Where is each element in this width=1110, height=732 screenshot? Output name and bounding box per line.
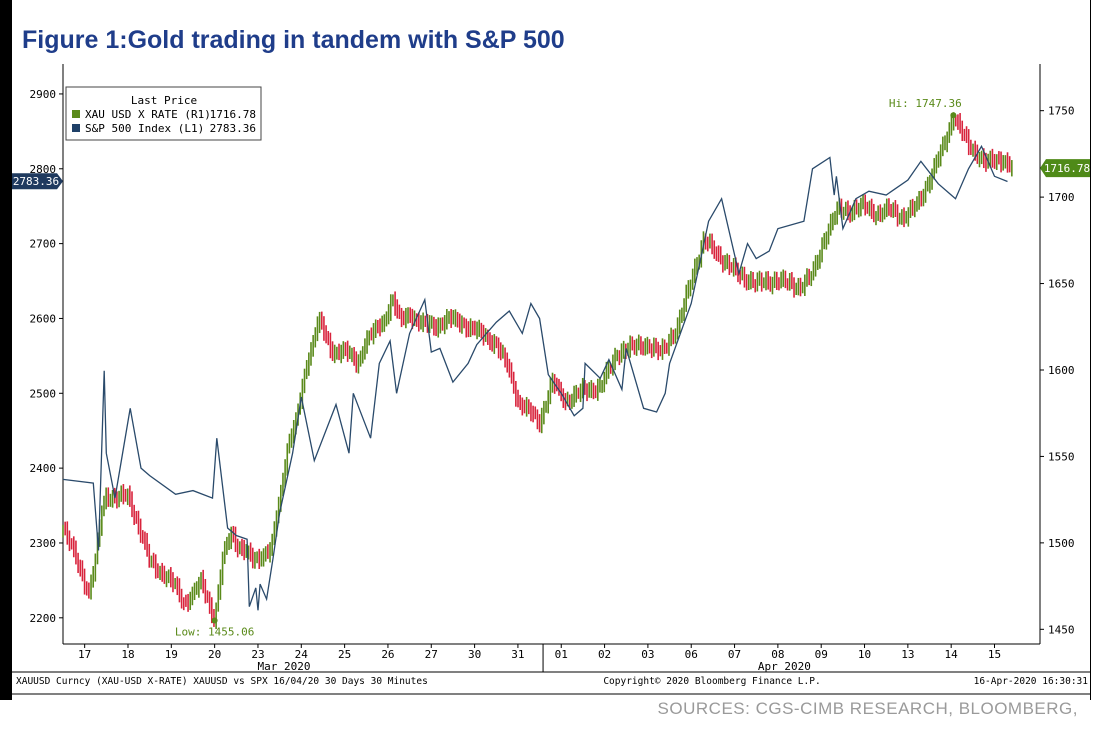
x-tick-label: 07 [728,648,741,661]
right-frame-line [1090,0,1091,700]
x-tick-label: 03 [641,648,654,661]
left-tick-label: 2500 [30,387,57,400]
legend-label-spx: S&P 500 Index (L1) [85,122,204,135]
x-tick-label: 09 [815,648,828,661]
x-tick-label: 01 [555,648,568,661]
x-tick-label: 25 [338,648,351,661]
hi-label: Hi: 1747.36 [889,97,962,110]
x-tick-label: 14 [945,648,959,661]
right-axis: 1450 1500 1550 1600 1650 1700 1750 [1040,105,1075,636]
left-tick-label: 2900 [30,88,57,101]
last-value-tag-spx: 2783.36 [12,173,63,190]
plot-area [63,64,1040,644]
left-tick-label: 2700 [30,238,57,251]
left-frame-bar [0,0,12,700]
last-value-spx: 2783.36 [13,175,59,188]
sources-note: SOURCES: CGS-CIMB RESEARCH, BLOOMBERG, [657,699,1078,718]
footer-timestamp: 16-Apr-2020 16:30:31 [974,676,1089,687]
right-tick-label: 1650 [1048,278,1075,291]
figure-title: Figure 1:Gold trading in tandem with S&P… [22,26,565,54]
legend-label-gold: XAU USD X RATE (R1) [85,108,211,121]
x-tick-label: 17 [78,648,91,661]
left-axis: 2200 2300 2400 2500 2600 2700 2800 2900 [30,88,63,625]
legend-title: Last Price [131,94,197,107]
legend-value-gold: 1716.78 [210,108,256,121]
footer-left-text: XAUUSD Curncy (XAU-USD X-RATE) XAUUSD vs… [16,676,428,687]
x-tick-label: 23 [251,648,264,661]
x-tick-label: 26 [381,648,394,661]
left-tick-label: 2800 [30,163,57,176]
x-tick-label: 27 [425,648,438,661]
x-tick-label: 08 [771,648,784,661]
month-label: Apr 2020 [758,660,811,673]
legend-value-spx: 2783.36 [210,122,256,135]
x-tick-label: 18 [121,648,134,661]
x-tick-label: 15 [988,648,1001,661]
last-value-tag-gold: 1716.78 [1040,159,1090,178]
hi-marker [950,112,957,119]
low-marker [211,617,218,624]
left-tick-label: 2600 [30,312,57,325]
legend-swatch-gold [72,110,80,118]
left-tick-label: 2400 [30,462,57,475]
x-tick-label: 20 [208,648,221,661]
left-tick-label: 2300 [30,537,57,550]
x-tick-label: 24 [295,648,309,661]
legend-swatch-spx [72,124,80,132]
left-tick-label: 2200 [30,612,57,625]
right-tick-label: 1750 [1048,105,1075,118]
right-tick-label: 1450 [1048,623,1075,636]
x-tick-label: 10 [858,648,871,661]
last-value-gold: 1716.78 [1044,162,1090,175]
spx-line [62,144,1008,611]
legend-box [65,86,262,141]
x-axis: 17 18 19 20 23 24 25 26 27 30 31 01 02 03 06 07 08 09 10 13… [78,644,1001,673]
x-tick-label: 31 [511,648,524,661]
annotation-layer: Hi: 1747.36 Low: 1455.06 [175,97,962,638]
right-tick-label: 1700 [1048,191,1075,204]
x-tick-label: 06 [685,648,698,661]
month-label: Mar 2020 [257,660,310,673]
x-tick-label: 13 [901,648,914,661]
footer-copyright: Copyright© 2020 Bloomberg Finance L.P. [603,676,820,687]
right-tick-label: 1500 [1048,537,1075,550]
right-tick-label: 1600 [1048,364,1075,377]
right-tick-label: 1550 [1048,450,1075,463]
x-tick-label: 19 [165,648,178,661]
legend: Last Price XAU USD X RATE (R1) 1716.78 S… [65,86,262,141]
x-tick-label: 02 [598,648,611,661]
low-label: Low: 1455.06 [175,626,254,639]
x-tick-label: 30 [468,648,481,661]
